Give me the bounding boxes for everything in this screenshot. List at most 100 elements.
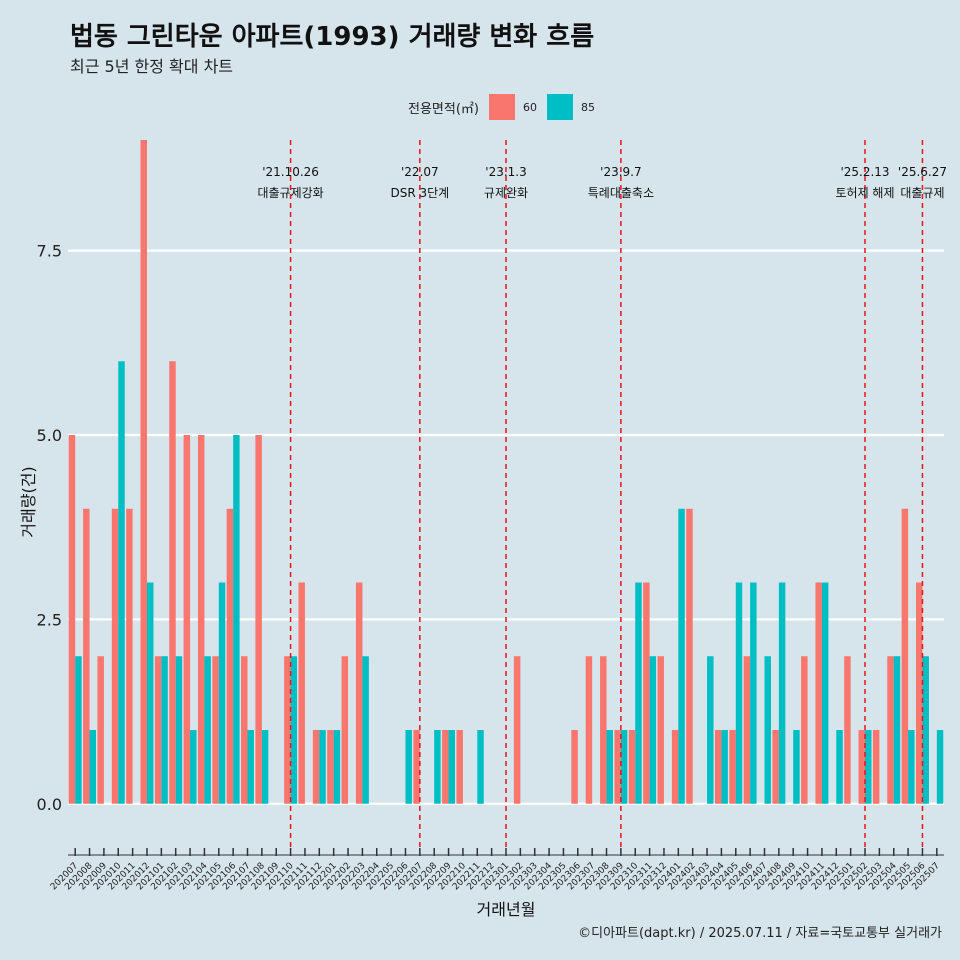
bar-85-202505: [908, 730, 915, 804]
bar-60-202411: [815, 582, 822, 804]
bar-60-202306: [571, 730, 578, 804]
bar-60-202008: [83, 508, 90, 804]
bar-85-202506: [922, 656, 929, 804]
bar-60-202106: [226, 508, 234, 804]
bar-60-202310: [628, 730, 636, 804]
bar-60-202009: [97, 656, 104, 804]
bar-60-202012: [140, 140, 147, 804]
bar-60-202401: [671, 730, 679, 804]
bar-60-202406: [743, 656, 751, 804]
bar-60-202311: [643, 582, 650, 804]
bar-60-202505: [901, 508, 909, 804]
legend-title: 전용면적(㎡): [408, 101, 479, 117]
bar-60-202110: [284, 656, 291, 804]
bar-85-202311: [649, 656, 657, 804]
bar-60-202307: [585, 656, 593, 804]
bar-85-202108: [261, 730, 269, 804]
bar-85-202405: [735, 582, 743, 804]
bar-85-202407: [764, 656, 771, 804]
event-label: 대출규제: [900, 186, 944, 200]
bar-60-202105: [212, 656, 219, 804]
bar-85-202507: [936, 730, 944, 804]
source-caption: ©디아파트(dapt.kr) / 2025.07.11 / 자료=국토교통부 실…: [578, 926, 942, 941]
bar-60-202102: [169, 361, 176, 804]
bar-85-202008: [89, 730, 97, 804]
bar-85-202110: [290, 656, 298, 804]
legend-swatch-85: [546, 94, 573, 120]
bar-60-202302: [513, 656, 521, 804]
bar-85-202201: [333, 730, 341, 804]
bar-60-202309: [614, 730, 621, 804]
bar-85-202103: [190, 730, 197, 804]
event-date: '22.07: [401, 165, 439, 179]
bar-85-202404: [721, 730, 728, 804]
bar-85-202409: [793, 730, 800, 804]
bar-85-202406: [750, 582, 757, 804]
bar-85-202105: [218, 582, 226, 804]
event-date: '21.10.26: [262, 165, 319, 179]
bar-60-202202: [341, 656, 349, 804]
bar-85-202504: [893, 656, 901, 804]
bar-60-202107: [241, 656, 248, 804]
y-tick-label: 7.5: [37, 242, 62, 261]
bar-60-202007: [68, 435, 76, 804]
bar-85-202403: [707, 656, 714, 804]
bar-60-202402: [686, 508, 693, 804]
bar-85-202211: [477, 730, 484, 804]
bar-60-202207: [413, 730, 420, 804]
bar-60-202404: [714, 730, 722, 804]
bar-85-202107: [247, 730, 254, 804]
bar-85-202012: [146, 582, 154, 804]
bar-85-202010: [118, 361, 125, 804]
bar-85-202412: [836, 730, 843, 804]
event-date: '25.2.13: [840, 165, 889, 179]
bar-85-202310: [635, 582, 642, 804]
event-label: 규제완화: [484, 186, 528, 200]
bar-60-202201: [327, 730, 334, 804]
legend-label-60: 60: [522, 100, 537, 114]
bar-85-202102: [175, 656, 183, 804]
bar-60-202408: [772, 730, 779, 804]
event-date: '25.6.27: [898, 165, 947, 179]
bar-85-202502: [865, 730, 872, 804]
bar-60-202112: [312, 730, 320, 804]
bar-60-202108: [255, 435, 262, 804]
bar-60-202410: [801, 656, 808, 804]
bar-85-202007: [75, 656, 82, 804]
bar-60-202011: [126, 508, 133, 804]
event-label: 토허제 해제: [836, 186, 895, 200]
bar-85-202408: [778, 582, 786, 804]
event-date: '23.1.3: [485, 165, 526, 179]
bar-60-202010: [111, 508, 119, 804]
legend: 전용면적(㎡) 60 85: [408, 92, 605, 122]
bar-60-202504: [887, 656, 894, 804]
bar-85-202101: [161, 656, 168, 804]
bar-85-202209: [448, 730, 456, 804]
y-tick-label: 5.0: [37, 426, 62, 445]
bar-60-202203: [355, 582, 363, 804]
bar-60-202405: [729, 730, 736, 804]
bar-85-202309: [620, 730, 628, 804]
bar-85-202203: [362, 656, 369, 804]
bar-60-202308: [600, 656, 607, 804]
bar-60-202501: [844, 656, 851, 804]
bar-60-202103: [183, 435, 191, 804]
y-tick-label: 0.0: [37, 795, 62, 814]
chart-title: 법동 그린타운 아파트(1993) 거래량 변화 흐름: [70, 22, 595, 52]
bar-85-202106: [233, 435, 240, 804]
bar-85-202206: [405, 730, 412, 804]
legend-label-85: 85: [580, 100, 595, 114]
bar-85-202401: [678, 508, 685, 804]
event-label: 대출규제강화: [257, 186, 323, 200]
bar-60-202503: [872, 730, 880, 804]
y-tick-label: 2.5: [37, 610, 62, 629]
bar-60-202111: [298, 582, 305, 804]
bar-60-202101: [154, 656, 162, 804]
bar-85-202411: [821, 582, 829, 804]
bar-60-202209: [442, 730, 449, 804]
bar-85-202104: [204, 656, 211, 804]
bar-60-202210: [456, 730, 463, 804]
bar-85-202208: [434, 730, 441, 804]
bar-60-202502: [858, 730, 866, 804]
x-axis-title: 거래년월: [477, 900, 536, 919]
